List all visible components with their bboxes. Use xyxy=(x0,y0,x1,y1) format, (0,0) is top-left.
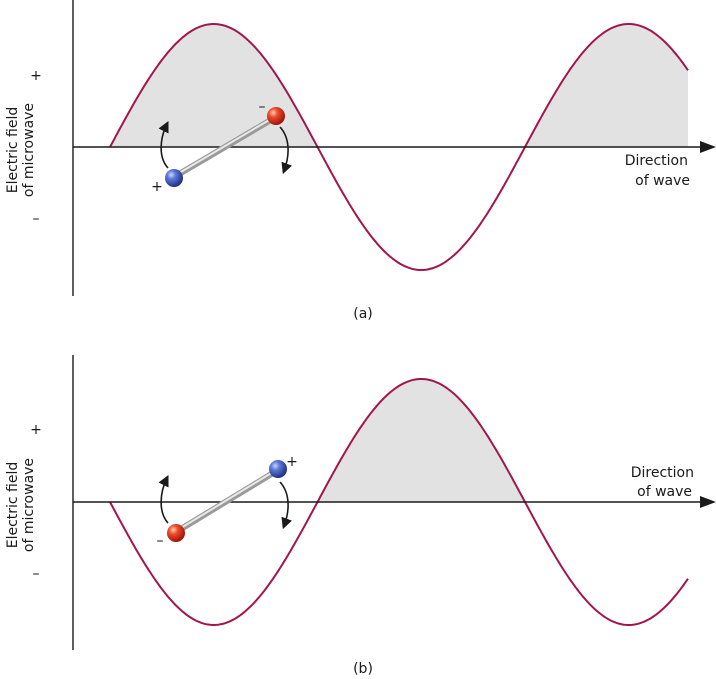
y-axis-label-line2: of microwave xyxy=(21,458,37,552)
direction-label-line2: of wave xyxy=(635,173,690,189)
y-axis-label: Electric field of microwave xyxy=(5,103,37,197)
water-dipole: – + xyxy=(157,454,298,549)
panel-b: + – Electric field of microwave Directio… xyxy=(5,355,716,677)
panel-caption: (a) xyxy=(353,306,373,322)
direction-label-line1: Direction xyxy=(631,465,694,481)
water-dipole: + – xyxy=(151,99,285,195)
positive-atom xyxy=(269,460,287,478)
negative-atom xyxy=(167,524,185,542)
rotation-arrow-down xyxy=(279,481,292,530)
plus-label: + xyxy=(30,68,42,84)
y-axis-label: Electric field of microwave xyxy=(5,458,37,552)
dipole-charge-left: + xyxy=(151,179,163,195)
y-axis-label-line1: Electric field xyxy=(5,462,21,549)
panel-caption: (b) xyxy=(353,661,373,677)
electric-field-wave xyxy=(109,23,689,271)
y-axis-label-line2: of microwave xyxy=(21,103,37,197)
direction-label-line1: Direction xyxy=(625,153,688,169)
x-axis-arrowhead xyxy=(700,496,716,508)
panel-a: + – Electric field of microwave Directio… xyxy=(5,0,716,322)
minus-label: – xyxy=(33,566,40,582)
positive-field-region xyxy=(112,24,688,147)
rotation-arrow-up xyxy=(158,474,169,524)
minus-label: – xyxy=(33,211,40,227)
electric-field-wave xyxy=(109,378,689,626)
x-axis-arrowhead xyxy=(700,141,716,153)
dipole-charge-right: + xyxy=(286,454,298,470)
rotation-arrow-up xyxy=(158,120,169,169)
positive-field-region xyxy=(318,379,526,502)
dipole-charge-left: – xyxy=(157,533,164,549)
positive-atom xyxy=(165,169,183,187)
negative-atom xyxy=(267,107,285,125)
rotation-arrow-down xyxy=(279,126,292,175)
plus-label: + xyxy=(30,422,42,438)
dipole-charge-right: – xyxy=(259,99,266,115)
direction-label-line2: of wave xyxy=(637,484,692,500)
y-axis-label-line1: Electric field xyxy=(5,107,21,194)
